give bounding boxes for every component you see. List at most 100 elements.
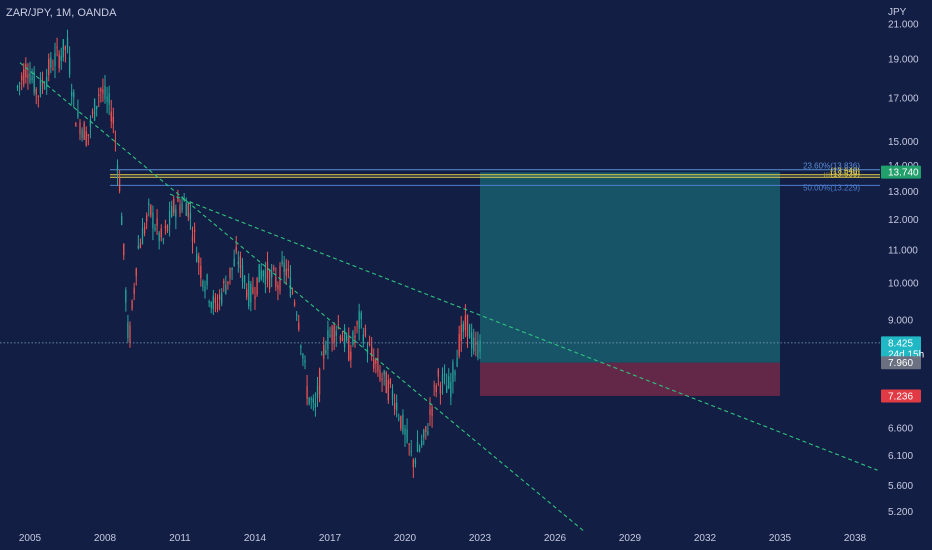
candle-body (83, 122, 85, 141)
candle-body (18, 82, 21, 85)
candle-body (162, 239, 164, 241)
candle-body (302, 353, 304, 359)
candle-body (173, 198, 175, 214)
candle-body (300, 345, 302, 348)
candle-body (414, 460, 417, 464)
price-tag-label: 8.425 (888, 338, 913, 349)
candle-body (212, 295, 214, 309)
y-tick-label: 11.000 (888, 245, 918, 256)
candle-body (241, 264, 244, 282)
candle-body (148, 203, 150, 205)
candle-body (118, 177, 121, 192)
candle-body (46, 77, 48, 87)
candle-body (296, 314, 298, 316)
candle-body (310, 398, 312, 400)
price-tag (881, 356, 921, 370)
candle-body (189, 212, 192, 220)
candle-body (112, 116, 114, 124)
candle-body (291, 292, 294, 294)
candle-body (223, 280, 225, 284)
candle-body (81, 130, 83, 138)
candle-body (89, 119, 92, 127)
target-zone[interactable] (480, 172, 780, 363)
candle-body (250, 283, 252, 303)
candle-body (375, 359, 377, 364)
candle-body (123, 243, 125, 256)
x-tick-label: 2029 (619, 533, 642, 544)
candle-body (102, 89, 104, 94)
candle-body (427, 431, 429, 435)
candle-body (235, 247, 237, 252)
x-tick-label: 2014 (244, 533, 267, 544)
candle-body (339, 335, 342, 341)
candle-body (137, 245, 139, 249)
candle-body (396, 402, 398, 411)
candle-body (321, 354, 323, 356)
candle-body (352, 332, 354, 345)
candle-body (348, 337, 350, 361)
candle-body (71, 92, 73, 96)
candle-body (121, 216, 123, 225)
fib-level-label: 50.00%(13.229) (803, 183, 860, 192)
candle-body (150, 205, 152, 216)
candle-body (446, 385, 448, 393)
candle-body (368, 343, 371, 345)
stop-zone[interactable] (480, 362, 780, 396)
candle-body (64, 46, 67, 51)
candle-body (116, 165, 119, 174)
candle-body (264, 270, 267, 285)
candle-body (329, 334, 331, 337)
candle-body (287, 268, 289, 271)
fib-level-label: ...(13.640) (824, 167, 861, 176)
candle-body (43, 86, 46, 89)
candle-body (41, 80, 44, 86)
candle-body (152, 212, 154, 229)
candle-body (318, 368, 321, 395)
candle-body (54, 53, 56, 67)
candle-body (293, 302, 296, 306)
candle-body (225, 284, 227, 294)
candle-body (260, 270, 262, 280)
candle-body (346, 335, 348, 341)
price-tag-label: 7.960 (888, 358, 913, 369)
candle-body (373, 358, 375, 369)
candle-body (139, 243, 142, 249)
candle-body (127, 322, 129, 338)
candle-body (85, 131, 87, 146)
x-tick-label: 2026 (544, 533, 567, 544)
candle-body (221, 293, 223, 304)
candle-body (218, 294, 221, 300)
candle-body (66, 36, 69, 48)
candle-body (360, 312, 362, 320)
candle-body (35, 88, 37, 95)
candle-body (421, 440, 423, 446)
x-tick-label: 2032 (694, 533, 717, 544)
candle-body (239, 256, 242, 269)
candle-body (389, 379, 392, 385)
y-tick-label: 5.200 (888, 507, 913, 518)
candle-body (364, 328, 367, 336)
candle-body (216, 303, 219, 310)
candle-body (406, 429, 408, 443)
candle-body (177, 196, 179, 202)
candle-body (283, 262, 285, 272)
candle-body (356, 321, 358, 325)
price-tag (881, 336, 921, 362)
price-tag-countdown: 24d 15h (888, 349, 924, 360)
candle-body (416, 441, 419, 452)
trendline[interactable] (19, 62, 586, 533)
candle-body (425, 426, 427, 433)
candle-body (33, 71, 35, 93)
candle-body (25, 63, 27, 78)
candle-body (381, 378, 383, 381)
candle-body (456, 358, 458, 367)
candle-body (248, 280, 250, 307)
candle-body (52, 68, 54, 70)
candle-body (91, 111, 94, 114)
fib-level-label: 23.60%(13.836) (803, 162, 860, 171)
candle-body (383, 370, 385, 376)
trendline[interactable] (169, 193, 878, 471)
price-tag (881, 165, 921, 179)
